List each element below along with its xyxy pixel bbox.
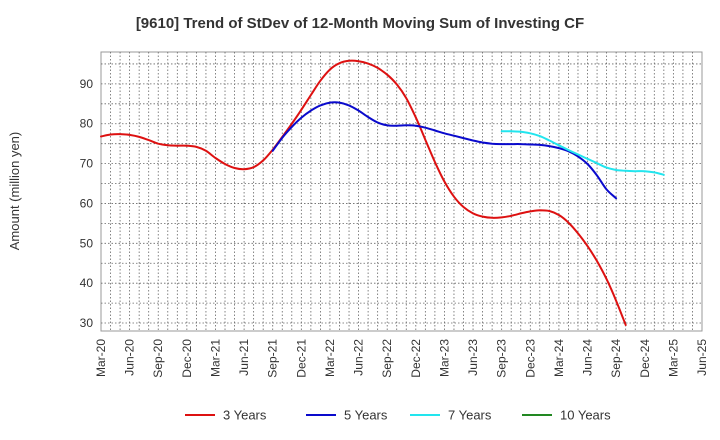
series-line-3-years [100, 59, 627, 326]
x-tick-label: Dec-23 [523, 339, 537, 378]
x-tick-label: Dec-24 [638, 339, 652, 378]
x-tick-label: Jun-20 [123, 339, 137, 376]
y-tick-label: 50 [80, 236, 94, 250]
x-tick-label: Mar-21 [208, 339, 222, 377]
legend: 3 Years 5 Years 7 Years 10 Years [185, 408, 611, 423]
x-tick-label: Jun-24 [581, 339, 595, 376]
y-axis-label: Amount (million yen) [7, 132, 22, 251]
y-axis-ticks: 30 40 50 60 70 80 90 [80, 77, 94, 330]
x-tick-label: Mar-20 [94, 339, 108, 377]
x-tick-label: Mar-23 [437, 339, 451, 377]
legend-label-7-years: 7 Years [448, 408, 492, 423]
x-tick-label: Mar-25 [666, 339, 680, 377]
series-line-7-years [500, 130, 665, 176]
x-tick-label: Jun-22 [352, 339, 366, 376]
y-tick-label: 90 [80, 77, 94, 91]
x-tick-label: Sep-21 [266, 339, 280, 378]
y-tick-label: 70 [80, 157, 94, 171]
gridlines [101, 52, 702, 331]
y-tick-label: 80 [80, 117, 94, 131]
legend-label-10-years: 10 Years [560, 408, 611, 423]
legend-label-5-years: 5 Years [344, 408, 388, 423]
series-line-5-years [271, 101, 618, 200]
x-tick-label: Jun-21 [237, 339, 251, 376]
plot-frame [100, 51, 703, 332]
x-tick-label: Mar-24 [552, 339, 566, 377]
x-tick-label: Sep-23 [495, 339, 509, 378]
x-tick-label: Dec-20 [180, 339, 194, 378]
x-tick-label: Dec-21 [294, 339, 308, 378]
y-tick-label: 30 [80, 316, 94, 330]
plot-area [100, 51, 703, 332]
legend-label-3-years: 3 Years [223, 408, 267, 423]
x-tick-label: Sep-24 [609, 339, 623, 378]
series-lines [100, 59, 665, 326]
x-tick-label: Dec-22 [409, 339, 423, 378]
y-tick-label: 40 [80, 276, 94, 290]
x-tick-label: Jun-25 [695, 339, 709, 376]
y-tick-label: 60 [80, 196, 94, 210]
chart-title: [9610] Trend of StDev of 12-Month Moving… [136, 15, 584, 32]
x-axis-ticks: Mar-20 Jun-20 Sep-20 Dec-20 Mar-21 Jun-21 Sep-… [94, 339, 709, 378]
x-tick-label: Mar-22 [323, 339, 337, 377]
x-tick-label: Jun-23 [466, 339, 480, 376]
x-tick-label: Sep-20 [151, 339, 165, 378]
x-tick-label: Sep-22 [380, 339, 394, 378]
